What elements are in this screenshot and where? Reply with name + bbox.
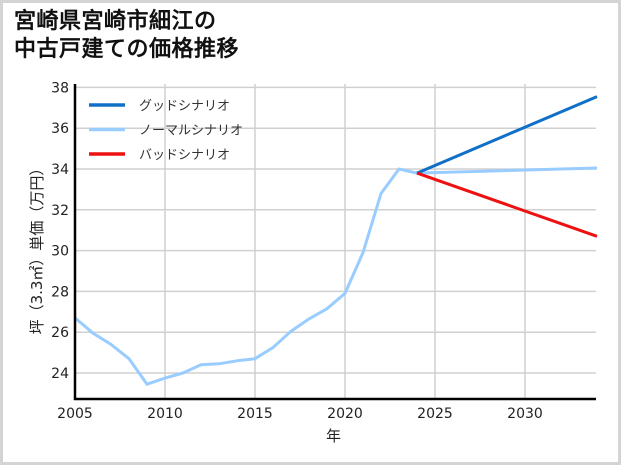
series-line-bad — [416, 171, 598, 238]
x-axis-ticks: 2005 2010 2015 2020 2025 2030 — [57, 406, 543, 422]
x-tick-label: 2020 — [327, 406, 363, 422]
y-tick-label: 28 — [51, 284, 69, 300]
series-line-normal — [74, 166, 598, 386]
x-tick-label: 2030 — [507, 406, 543, 422]
x-tick-label: 2015 — [237, 406, 273, 422]
legend-item-bad: バッドシナリオ — [89, 148, 230, 163]
y-tick-label: 36 — [51, 121, 69, 137]
y-tick-label: 38 — [51, 80, 69, 96]
legend-item-good: グッドシナリオ — [89, 99, 230, 114]
x-tick-label: 2025 — [417, 406, 453, 422]
y-axis-ticks: 24 26 28 30 32 34 36 38 — [51, 80, 69, 382]
x-tick-label: 2010 — [147, 406, 183, 422]
legend-item-normal: ノーマルシナリオ — [89, 124, 243, 139]
y-axis-label: 坪（3.3㎡）単価（万円） — [28, 161, 46, 335]
data-series — [74, 95, 598, 386]
y-tick-label: 30 — [51, 244, 69, 260]
y-tick-label: 26 — [51, 325, 69, 341]
x-axis-label: 年 — [326, 427, 341, 445]
axes — [73, 84, 596, 401]
legend-label: バッドシナリオ — [139, 148, 230, 163]
y-tick-label: 34 — [51, 162, 69, 178]
y-tick-label: 32 — [51, 203, 69, 219]
x-tick-label: 2005 — [57, 406, 93, 422]
legend-label: ノーマルシナリオ — [139, 124, 243, 139]
y-tick-label: 24 — [51, 366, 69, 382]
legend-label: グッドシナリオ — [139, 99, 230, 114]
chart-title: 宮崎県宮崎市細江の 中古戸建ての価格推移 — [14, 9, 240, 62]
series-line-good — [416, 95, 598, 175]
